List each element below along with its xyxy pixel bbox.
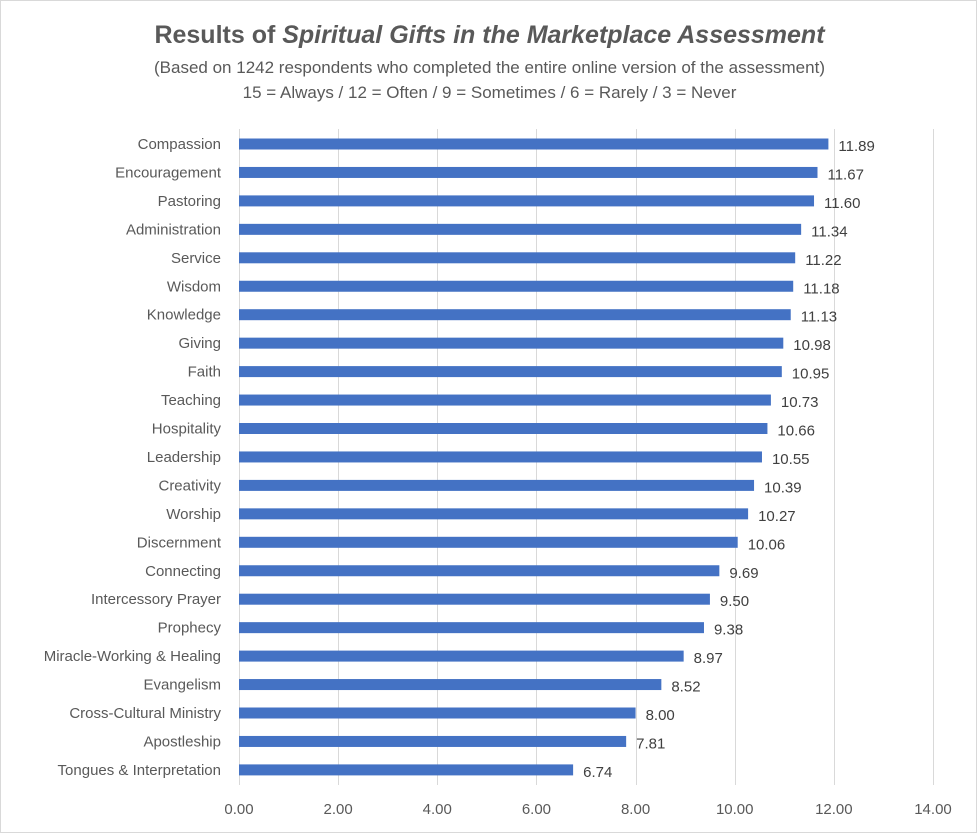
x-tick-label: 8.00 bbox=[621, 801, 650, 818]
data-label: 11.18 bbox=[803, 280, 839, 297]
category-label: Worship bbox=[166, 506, 221, 523]
category-label: Prophecy bbox=[158, 620, 222, 637]
bar bbox=[239, 735, 627, 747]
data-label: 11.89 bbox=[838, 138, 874, 155]
bar bbox=[239, 195, 815, 207]
bar bbox=[239, 337, 784, 349]
bar bbox=[239, 565, 720, 577]
chart-title: Results of Spiritual Gifts in the Market… bbox=[154, 21, 825, 49]
data-label: 10.66 bbox=[777, 423, 815, 440]
x-tick-label: 14.00 bbox=[914, 801, 952, 818]
bar bbox=[239, 536, 738, 548]
bar bbox=[239, 508, 749, 520]
bar bbox=[239, 252, 796, 264]
bar bbox=[239, 679, 662, 691]
bar bbox=[239, 166, 818, 178]
category-label: Creativity bbox=[158, 477, 221, 494]
chart-scale-legend: 15 = Always / 12 = Often / 9 = Sometimes… bbox=[242, 83, 737, 102]
data-label: 10.98 bbox=[793, 337, 831, 354]
category-label: Encouragement bbox=[115, 164, 222, 181]
category-label: Discernment bbox=[137, 534, 222, 551]
bar bbox=[239, 707, 636, 719]
bar bbox=[239, 138, 829, 150]
x-tick-label: 6.00 bbox=[522, 801, 551, 818]
bar bbox=[239, 394, 771, 406]
bar bbox=[239, 309, 791, 321]
bar bbox=[239, 650, 684, 662]
category-label: Connecting bbox=[145, 563, 221, 580]
data-label: 9.69 bbox=[729, 565, 758, 582]
category-label: Intercessory Prayer bbox=[91, 591, 221, 608]
data-label: 10.95 bbox=[792, 366, 830, 383]
category-label: Compassion bbox=[138, 136, 221, 153]
data-label: 8.97 bbox=[694, 650, 723, 667]
data-label: 10.55 bbox=[772, 451, 810, 468]
bar bbox=[239, 451, 762, 463]
data-label: 11.22 bbox=[805, 252, 841, 269]
category-label: Miracle-Working & Healing bbox=[44, 648, 221, 665]
category-label: Giving bbox=[178, 335, 221, 352]
data-label: 11.60 bbox=[824, 195, 860, 212]
data-label: 6.74 bbox=[583, 764, 612, 781]
data-label: 10.27 bbox=[758, 508, 796, 525]
data-label: 10.06 bbox=[748, 536, 786, 553]
data-label: 11.34 bbox=[811, 223, 847, 240]
category-label: Knowledge bbox=[147, 307, 221, 324]
bar bbox=[239, 764, 574, 776]
data-label: 9.50 bbox=[720, 593, 749, 610]
data-label: 11.67 bbox=[827, 166, 863, 183]
category-label: Hospitality bbox=[152, 421, 222, 438]
bar bbox=[239, 479, 755, 491]
x-tick-label: 0.00 bbox=[224, 801, 253, 818]
category-label: Cross-Cultural Ministry bbox=[69, 705, 221, 722]
category-label: Service bbox=[171, 250, 221, 267]
bar bbox=[239, 423, 768, 434]
x-tick-label: 2.00 bbox=[324, 801, 353, 818]
category-label: Teaching bbox=[161, 392, 221, 409]
data-label: 8.00 bbox=[646, 707, 675, 724]
bar bbox=[239, 593, 710, 605]
category-label: Administration bbox=[126, 221, 221, 238]
chart-subtitle: (Based on 1242 respondents who completed… bbox=[154, 58, 825, 77]
x-tick-label: 12.00 bbox=[815, 801, 853, 818]
data-label: 7.81 bbox=[636, 735, 665, 752]
data-label: 10.73 bbox=[781, 394, 819, 411]
bar bbox=[239, 223, 802, 235]
bar bbox=[239, 366, 782, 378]
chart-title-italic: Spiritual Gifts in the Marketplace Asses… bbox=[282, 21, 825, 49]
category-label: Evangelism bbox=[143, 677, 221, 694]
x-tick-label: 10.00 bbox=[716, 801, 754, 818]
category-label: Pastoring bbox=[158, 193, 221, 210]
category-label: Faith bbox=[188, 364, 221, 381]
category-label: Wisdom bbox=[167, 278, 221, 295]
category-label: Leadership bbox=[147, 449, 221, 466]
data-label: 8.52 bbox=[671, 679, 700, 696]
category-label: Tongues & Interpretation bbox=[58, 762, 221, 779]
data-label: 11.13 bbox=[801, 309, 837, 326]
category-label: Apostleship bbox=[143, 733, 221, 750]
data-label: 9.38 bbox=[714, 622, 743, 639]
bar bbox=[239, 622, 704, 634]
x-tick-label: 4.00 bbox=[423, 801, 452, 818]
bar bbox=[239, 280, 794, 292]
data-label: 10.39 bbox=[764, 479, 802, 496]
